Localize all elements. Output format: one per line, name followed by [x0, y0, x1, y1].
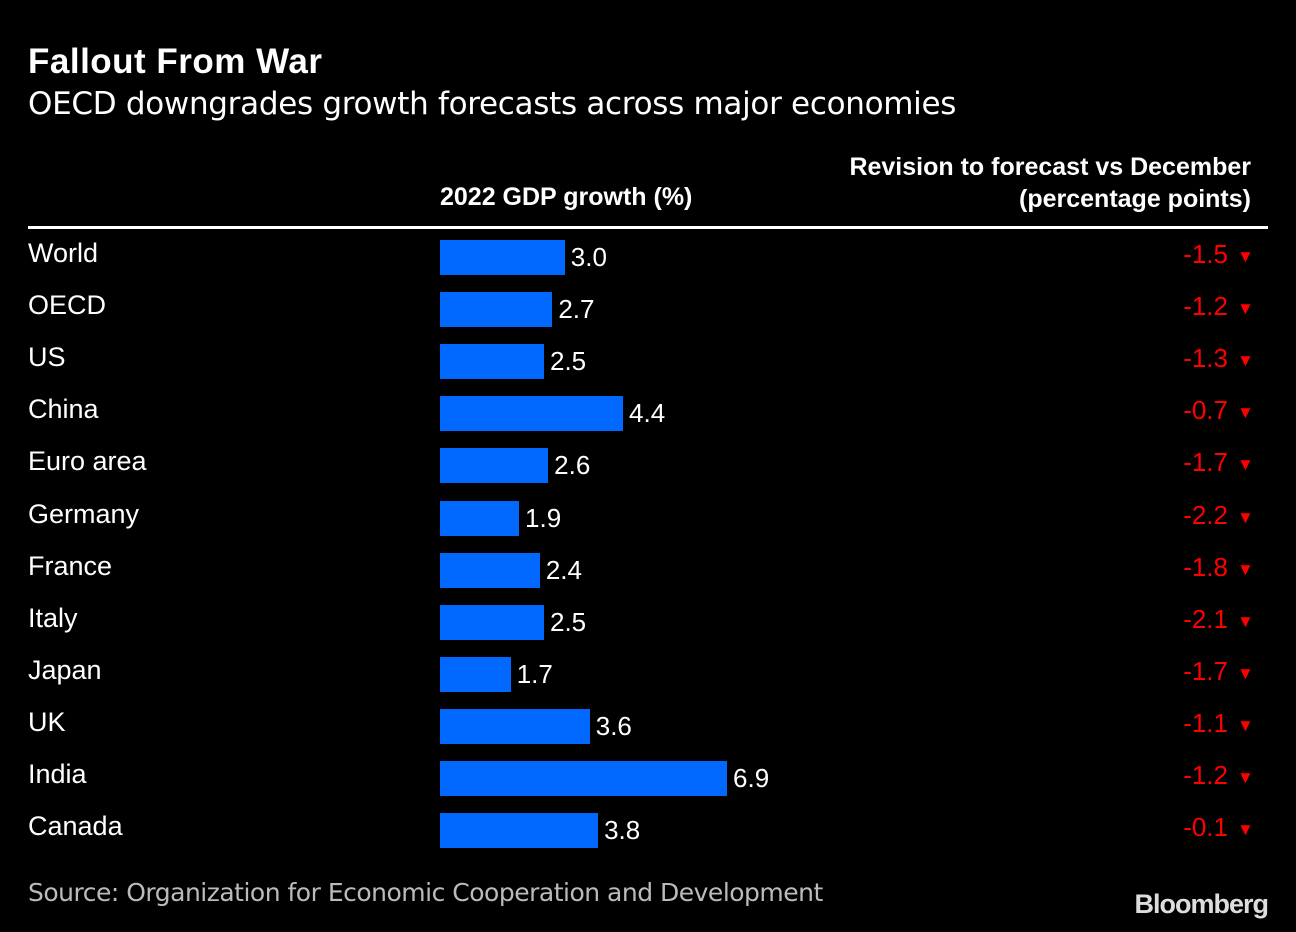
bar-value-label: 2.5: [550, 606, 587, 637]
bar: [440, 552, 540, 588]
down-triangle-icon: ▼: [1237, 768, 1254, 787]
category-label: Germany: [28, 498, 140, 529]
down-triangle-icon: ▼: [1237, 663, 1254, 683]
down-triangle-icon: ▼: [1237, 559, 1254, 579]
header-divider: [28, 226, 1268, 229]
revision-value: -1.2: [1183, 760, 1228, 790]
revision-value: -0.1: [1183, 812, 1228, 843]
bar: [440, 708, 590, 744]
category-label: Japan: [28, 654, 102, 685]
category-label: US: [28, 342, 66, 373]
bar-value-label: 3.0: [570, 242, 607, 272]
down-triangle-icon: ▼: [1237, 820, 1254, 840]
bar-value-label: 1.9: [525, 502, 562, 533]
bar-value-label: 3.6: [595, 710, 632, 741]
revision-header-line2: (percentage points): [1019, 185, 1251, 213]
bar: [440, 240, 565, 275]
bar-value-label: 1.7: [516, 658, 553, 689]
bar-value-label: 4.4: [629, 398, 666, 429]
category-label: UK: [28, 706, 66, 737]
down-triangle-icon: ▼: [1237, 611, 1254, 631]
category-label: World: [28, 238, 99, 268]
chart-subtitle: OECD downgrades growth forecasts across …: [28, 86, 957, 122]
category-label: Canada: [28, 811, 123, 842]
bar-value-label: 3.8: [604, 815, 641, 846]
down-triangle-icon: ▼: [1237, 299, 1254, 319]
category-label: India: [28, 759, 87, 789]
bar: [440, 448, 549, 484]
revision-value: -1.2: [1183, 291, 1228, 322]
category-label: Italy: [28, 602, 78, 633]
down-triangle-icon: ▼: [1237, 247, 1254, 266]
category-label: France: [28, 550, 113, 581]
revision-value: -0.7: [1183, 395, 1228, 426]
down-triangle-icon: ▼: [1237, 403, 1254, 423]
down-triangle-icon: ▼: [1237, 715, 1254, 735]
bar: [440, 813, 599, 849]
down-triangle-icon: ▼: [1237, 351, 1254, 371]
bar: [440, 292, 553, 328]
down-triangle-icon: ▼: [1237, 507, 1254, 527]
bar: [440, 500, 520, 536]
revision-value: -1.8: [1183, 551, 1228, 582]
bar: [440, 656, 511, 692]
down-triangle-icon: ▼: [1237, 455, 1254, 475]
revision-value: -2.1: [1183, 603, 1228, 634]
category-label: OECD: [28, 290, 107, 321]
bar: [440, 604, 544, 640]
revision-value: -2.2: [1183, 499, 1228, 530]
revision-value: -1.7: [1183, 447, 1228, 478]
category-label: China: [28, 394, 99, 425]
bar-value-label: 2.4: [545, 554, 582, 585]
gdp-column-header: 2022 GDP growth (%): [440, 183, 693, 211]
chart-title: Fallout From War: [28, 42, 323, 81]
revision-value: -1.3: [1183, 343, 1228, 374]
bar: [440, 761, 728, 796]
bloomberg-logo: Bloomberg: [1134, 889, 1269, 919]
bar-value-label: 2.5: [550, 346, 587, 377]
bar-value-label: 2.7: [558, 294, 595, 325]
revision-value: -1.1: [1183, 707, 1228, 738]
source-note: Source: Organization for Economic Cooper…: [28, 878, 823, 907]
revision-value: -1.7: [1183, 655, 1228, 686]
category-label: Euro area: [28, 446, 147, 477]
bar: [440, 396, 624, 432]
bar-value-label: 6.9: [733, 763, 770, 793]
revision-value: -1.5: [1183, 239, 1228, 269]
bar: [440, 344, 544, 380]
revision-column-header: Revision to forecast vs December (percen…: [849, 151, 1251, 215]
revision-header-line1: Revision to forecast vs December: [849, 153, 1251, 181]
bar-value-label: 2.6: [554, 450, 591, 481]
